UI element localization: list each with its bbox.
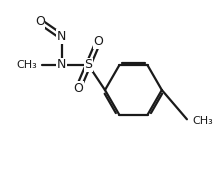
Text: O: O	[35, 15, 45, 28]
Text: N: N	[57, 30, 66, 43]
Text: S: S	[84, 58, 92, 71]
Text: CH₃: CH₃	[16, 60, 37, 70]
Text: CH₃: CH₃	[192, 116, 213, 126]
Text: O: O	[93, 35, 103, 48]
Text: N: N	[57, 58, 66, 71]
Text: O: O	[73, 82, 83, 95]
